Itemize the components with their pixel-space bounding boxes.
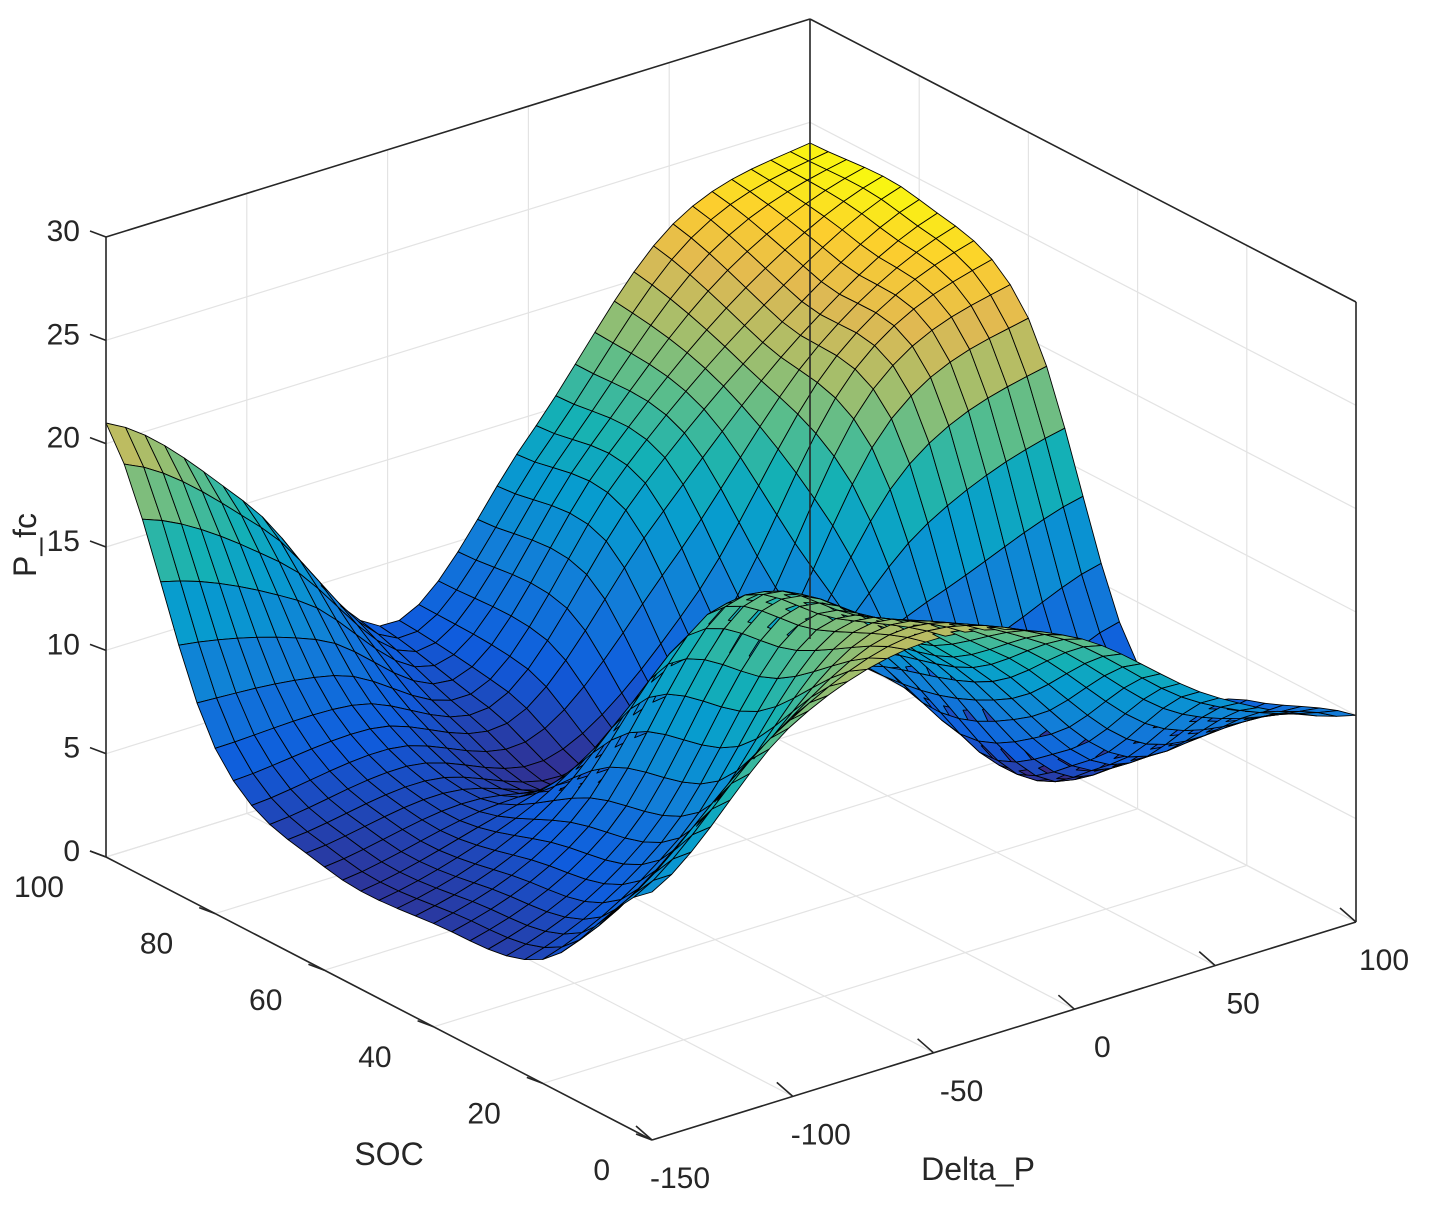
z-tick-label: 15	[47, 525, 80, 558]
z-tick	[89, 333, 107, 342]
z-tick	[89, 540, 107, 548]
z-tick	[89, 746, 107, 755]
x-tick	[1057, 994, 1075, 1010]
y-tick-label: 100	[14, 871, 64, 904]
box-edge	[809, 18, 1357, 303]
z-tick-label: 0	[63, 835, 80, 868]
y-tick-label: 0	[593, 1154, 610, 1187]
y-tick	[417, 1020, 434, 1028]
x-tick-label: 0	[1094, 1031, 1111, 1064]
z-tick	[89, 436, 107, 445]
grid-line	[809, 121, 1357, 406]
y-tick	[635, 1133, 653, 1141]
grid-line	[105, 121, 811, 341]
box-edge	[105, 18, 811, 238]
z-tick-label: 10	[47, 628, 80, 661]
box-edge	[105, 856, 653, 1141]
x-tick-label: -150	[650, 1162, 710, 1195]
z-tick	[89, 230, 107, 238]
y-tick	[308, 963, 325, 971]
y-tick-label: 40	[358, 1041, 391, 1074]
z-axis-label: P_fc	[7, 513, 43, 577]
z-tick-label: 30	[47, 215, 80, 248]
x-tick	[635, 1125, 653, 1141]
x-tick-label: -50	[940, 1075, 983, 1108]
z-tick-label: 20	[47, 422, 80, 455]
z-tick-label: 25	[47, 318, 80, 351]
z-tick	[89, 643, 107, 652]
x-tick-label: -100	[791, 1118, 851, 1151]
y-tick-label: 20	[467, 1097, 500, 1130]
x-tick-label: 50	[1227, 988, 1260, 1021]
box-edge	[651, 921, 1357, 1141]
x-tick	[1198, 950, 1216, 967]
x-tick	[776, 1081, 794, 1098]
axis-ticks: 051015202530-150-100-5005010002040608010…	[14, 215, 1409, 1195]
y-tick-label: 60	[249, 984, 282, 1017]
x-axis-label: Delta_P	[921, 1151, 1035, 1187]
x-tick-label: 100	[1359, 944, 1409, 977]
y-tick-label: 80	[140, 928, 173, 961]
grid-line	[542, 864, 1247, 1084]
x-tick	[917, 1038, 935, 1054]
surface-patch	[1317, 710, 1357, 717]
y-tick	[198, 906, 216, 915]
z-tick-label: 5	[63, 732, 80, 765]
y-axis-label: SOC	[354, 1136, 423, 1172]
surface-mesh	[105, 142, 1357, 961]
y-tick	[89, 850, 107, 858]
grid-line	[433, 808, 1138, 1028]
y-tick	[526, 1076, 544, 1085]
x-tick	[1339, 907, 1357, 923]
